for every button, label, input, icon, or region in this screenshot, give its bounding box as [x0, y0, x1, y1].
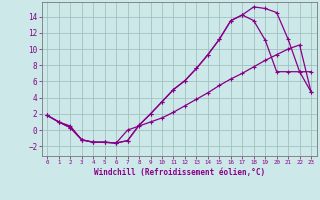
X-axis label: Windchill (Refroidissement éolien,°C): Windchill (Refroidissement éolien,°C): [94, 168, 265, 177]
